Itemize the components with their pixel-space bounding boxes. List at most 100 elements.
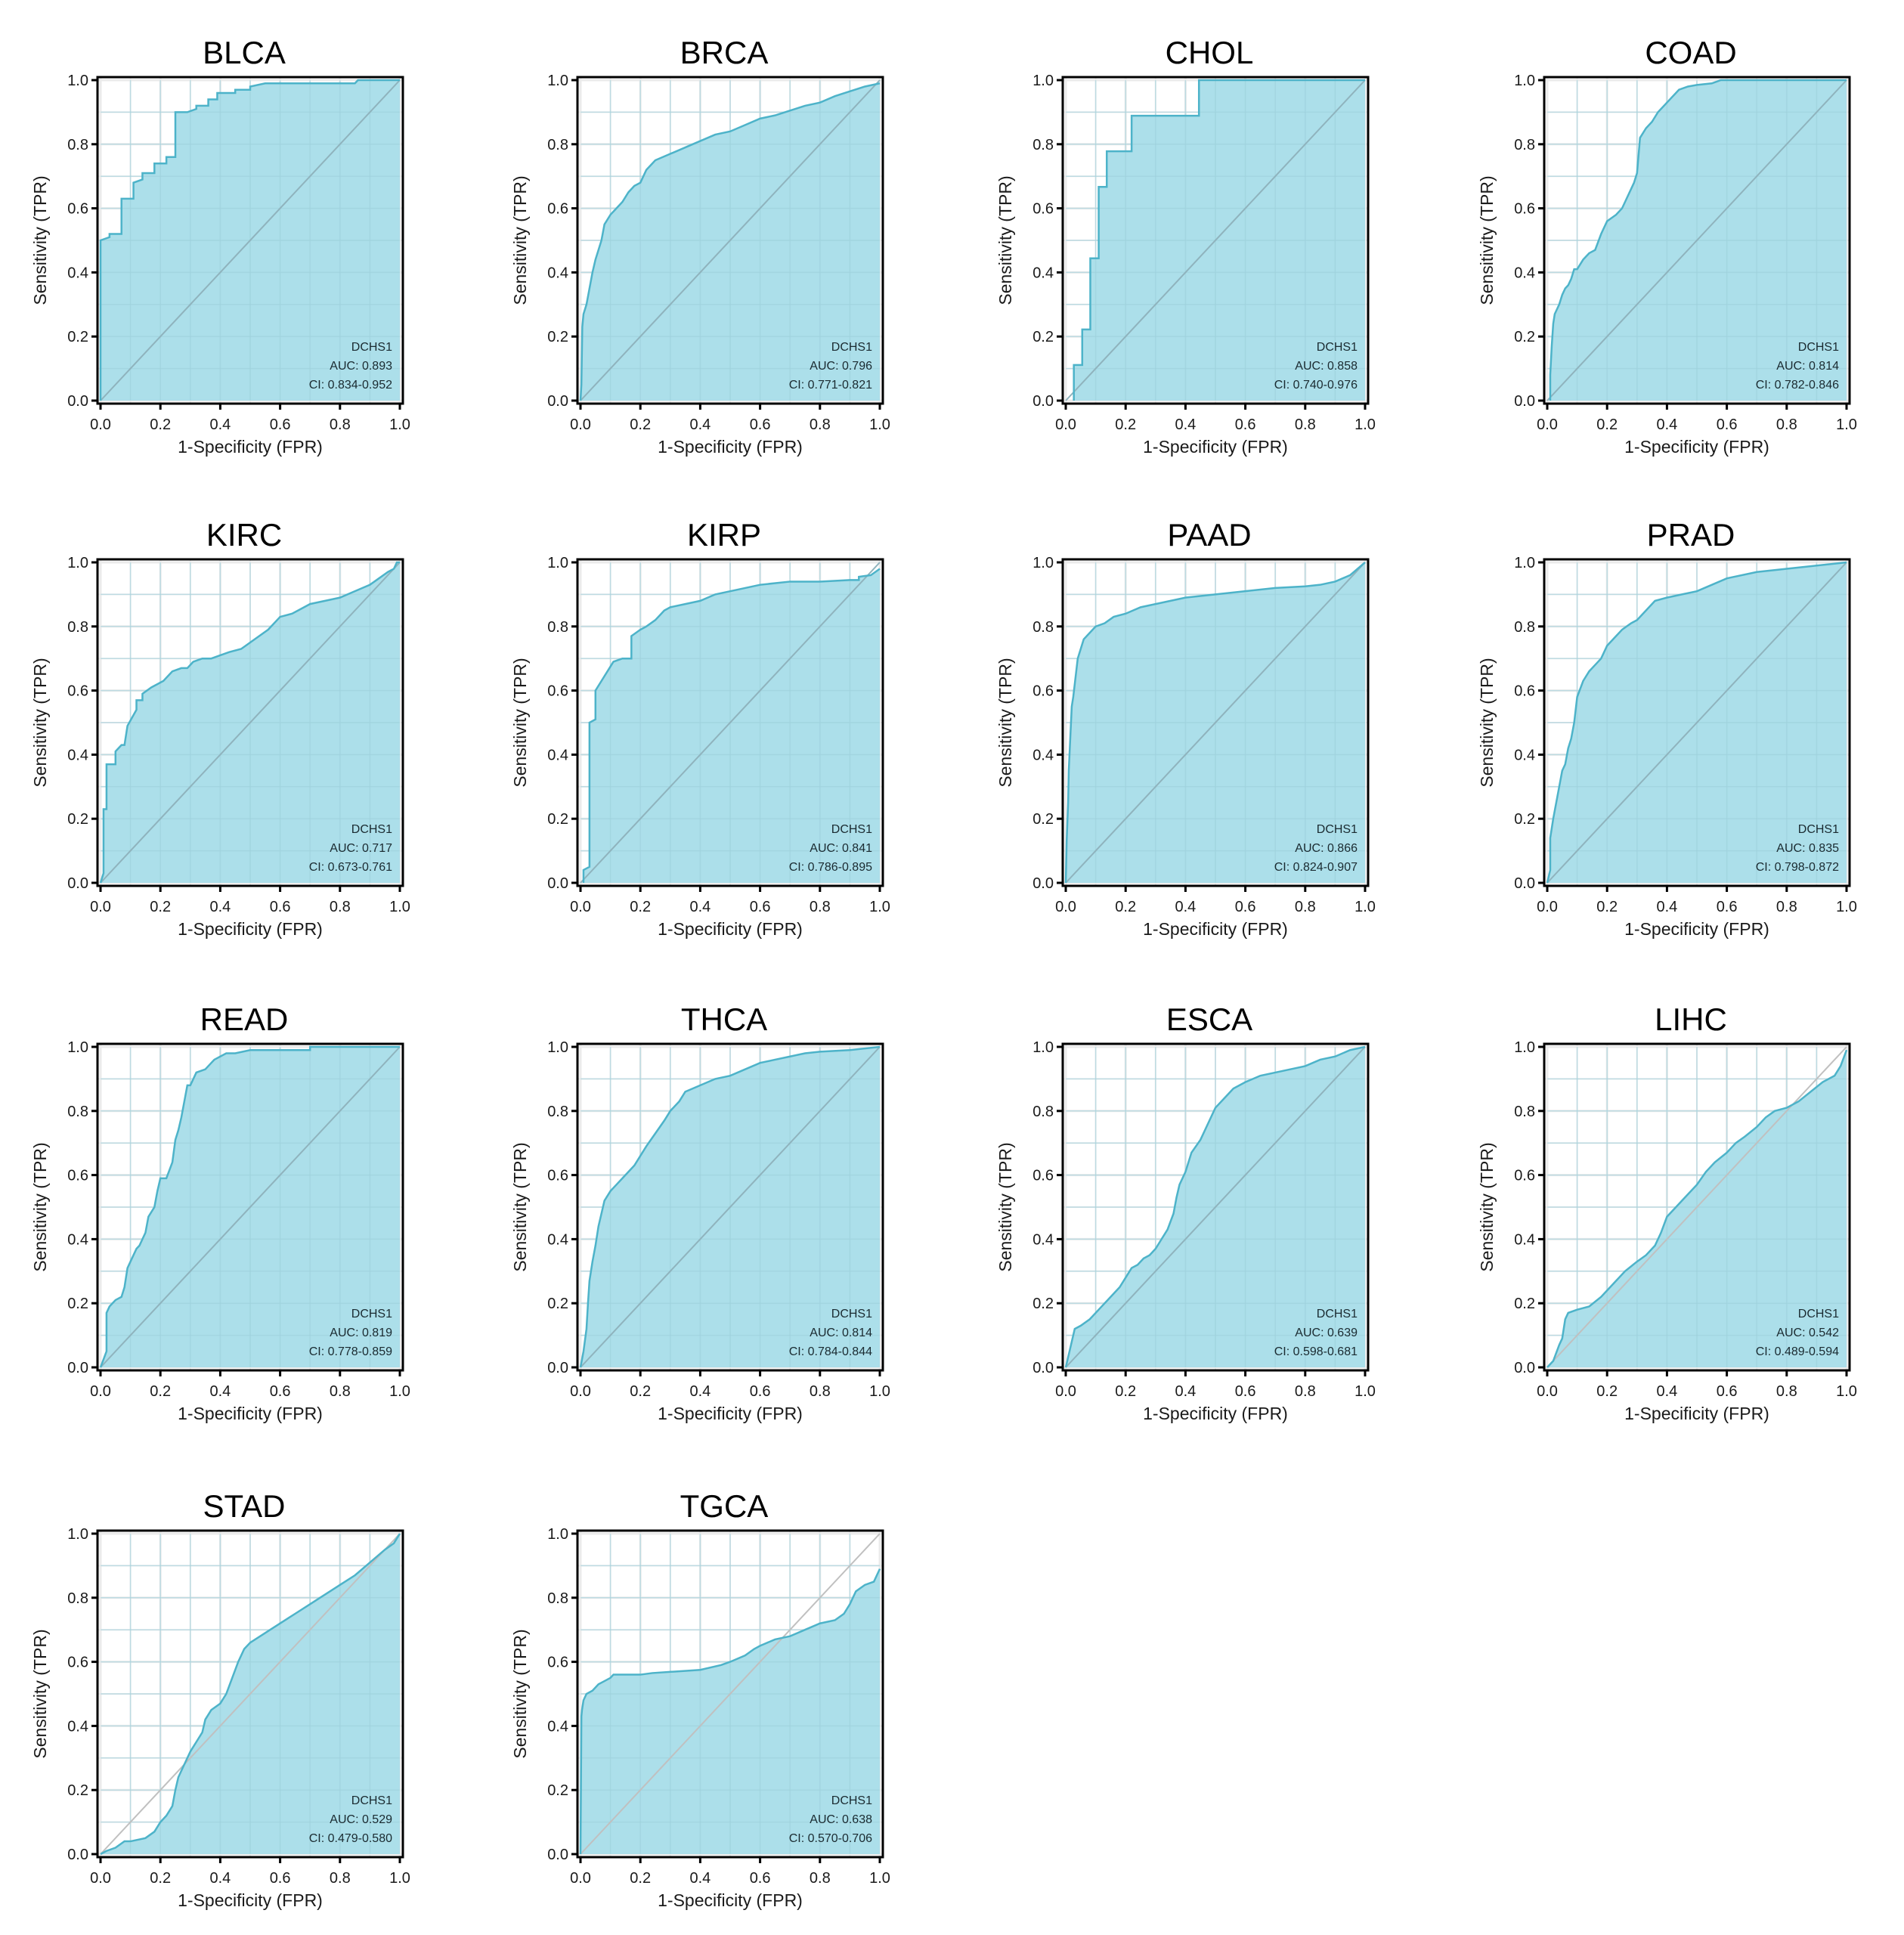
roc-curve — [1546, 1049, 1848, 1368]
y-tick-label: 1.0 — [1514, 73, 1535, 89]
y-tick-label: 0.6 — [547, 1655, 568, 1671]
legend-text: AUC: 0.796 — [810, 360, 872, 373]
legend-text: AUC: 0.841 — [810, 842, 872, 855]
roc-curve — [579, 1568, 881, 1855]
x-axis-label: 1-Specificity (FPR) — [178, 437, 323, 457]
y-tick-label: 0.0 — [1514, 1360, 1535, 1376]
diagonal-reference-line — [580, 562, 881, 884]
x-tick-label: 0.0 — [90, 1870, 111, 1887]
roc-panel-kirc: 0.00.0 0.2 0.2 0.4 0.4 0.6 0.6 0.8 0.8 1.0 1.0 1-Sp… — [30, 517, 410, 939]
y-axis-label: Sensitivity (TPR) — [995, 175, 1015, 305]
x-tick-label: 0.2 — [150, 1870, 171, 1887]
x-tick-label: 1.0 — [1354, 899, 1376, 915]
x-tick-label: 0.6 — [750, 1383, 771, 1400]
roc-panel-tgca: 0.00.0 0.2 0.2 0.4 0.4 0.6 0.6 0.8 0.8 1.0 1.0 1-Sp… — [510, 1488, 890, 1910]
plot-border — [576, 558, 884, 887]
x-tick-label: 0.6 — [750, 899, 771, 915]
y-tick-label: 1.0 — [1032, 1039, 1054, 1056]
y-tick-label: 0.2 — [1514, 329, 1535, 345]
y-tick-label: 0.4 — [67, 1231, 88, 1248]
x-axis-label: 1-Specificity (FPR) — [178, 919, 323, 939]
legend-text: AUC: 0.814 — [810, 1327, 872, 1339]
y-tick-label: 0.6 — [1032, 1168, 1054, 1184]
plot-border — [96, 76, 404, 405]
y-tick-label: 0.4 — [1032, 265, 1054, 281]
x-tick-label: 0.4 — [1656, 416, 1677, 433]
y-tick-label: 0.6 — [1032, 201, 1054, 218]
roc-curve — [99, 1045, 400, 1368]
x-tick-label: 0.0 — [570, 1383, 591, 1400]
x-tick-label: 0.0 — [1055, 1383, 1076, 1400]
legend-text: DCHS1 — [351, 1794, 392, 1807]
legend-text: AUC: 0.717 — [330, 842, 392, 855]
x-axis-label: 1-Specificity (FPR) — [658, 437, 803, 457]
y-tick-label: 0.2 — [67, 811, 88, 828]
x-tick-label: 0.4 — [1175, 416, 1196, 433]
y-tick-label: 1.0 — [1032, 73, 1054, 89]
x-tick-label: 0.0 — [1055, 899, 1076, 915]
y-tick-label: 0.8 — [1032, 1104, 1054, 1120]
y-tick-label: 0.6 — [1514, 201, 1535, 218]
y-tick-label: 1.0 — [547, 555, 568, 571]
legend-text: CI: 0.824-0.907 — [1274, 861, 1358, 874]
plot-border — [576, 1042, 884, 1372]
x-tick-label: 0.8 — [1776, 1383, 1797, 1400]
x-tick-label: 1.0 — [1836, 899, 1857, 915]
panel-title: COAD — [1645, 35, 1736, 70]
x-tick-label: 0.4 — [689, 1870, 711, 1887]
legend-text: DCHS1 — [1317, 1308, 1358, 1320]
y-tick-label: 0.8 — [1514, 137, 1535, 153]
panel-title: PRAD — [1647, 517, 1735, 553]
y-axis-label: Sensitivity (TPR) — [30, 1142, 50, 1271]
legend-text: AUC: 0.858 — [1295, 360, 1358, 373]
roc-panel-blca: 0.00.0 0.2 0.2 0.4 0.4 0.6 0.6 0.8 0.8 1.0 1.0 1-Sp… — [30, 35, 410, 457]
x-tick-label: 1.0 — [869, 899, 890, 915]
roc-curve — [1073, 79, 1365, 401]
legend-text: DCHS1 — [831, 1308, 872, 1320]
x-tick-label: 0.6 — [270, 899, 291, 915]
x-tick-label: 0.0 — [570, 1870, 591, 1887]
y-axis-label: Sensitivity (TPR) — [30, 658, 50, 787]
roc-curve — [1546, 561, 1847, 884]
roc-curve — [1064, 1045, 1366, 1368]
x-axis-label: 1-Specificity (FPR) — [178, 1404, 323, 1423]
x-tick-label: 0.8 — [330, 416, 351, 433]
x-tick-label: 0.0 — [90, 1383, 111, 1400]
x-tick-label: 0.2 — [1596, 1383, 1618, 1400]
y-tick-label: 0.0 — [67, 1847, 88, 1863]
legend-text: CI: 0.673-0.761 — [309, 861, 392, 874]
roc-panel-read: 0.00.0 0.2 0.2 0.4 0.4 0.6 0.6 0.8 0.8 1.0 1.0 1-Sp… — [30, 1002, 410, 1423]
y-tick-label: 0.2 — [1032, 329, 1054, 345]
roc-panel-paad: 0.00.0 0.2 0.2 0.4 0.4 0.6 0.6 0.8 0.8 1.0 1.0 1-Sp… — [995, 517, 1376, 939]
plot-border — [576, 1529, 884, 1859]
legend-text: DCHS1 — [831, 823, 872, 836]
y-tick-label: 1.0 — [547, 1039, 568, 1056]
y-tick-label: 0.0 — [67, 875, 88, 892]
panel-title: READ — [200, 1002, 289, 1037]
x-tick-label: 1.0 — [869, 1383, 890, 1400]
y-tick-label: 0.6 — [547, 201, 568, 218]
y-tick-label: 0.8 — [67, 619, 88, 636]
x-tick-label: 1.0 — [1836, 1383, 1857, 1400]
x-tick-label: 0.6 — [1235, 1383, 1256, 1400]
y-tick-label: 0.2 — [67, 329, 88, 345]
x-tick-label: 0.2 — [1596, 416, 1618, 433]
x-axis-label: 1-Specificity (FPR) — [1624, 437, 1769, 457]
y-tick-label: 1.0 — [1514, 555, 1535, 571]
x-axis-label: 1-Specificity (FPR) — [178, 1890, 323, 1910]
y-tick-label: 0.4 — [547, 1718, 568, 1735]
x-tick-label: 0.8 — [810, 416, 831, 433]
x-tick-label: 0.8 — [1295, 1383, 1316, 1400]
roc-curve — [582, 568, 881, 883]
y-tick-label: 0.4 — [547, 1231, 568, 1248]
legend-text: DCHS1 — [831, 1794, 872, 1807]
x-tick-label: 0.8 — [810, 1870, 831, 1887]
x-tick-label: 1.0 — [1354, 1383, 1376, 1400]
y-tick-label: 0.4 — [1514, 747, 1535, 763]
panel-title: KIRC — [206, 517, 282, 553]
x-tick-label: 0.8 — [1776, 899, 1797, 915]
y-tick-label: 0.0 — [1514, 875, 1535, 892]
y-tick-label: 0.2 — [1514, 811, 1535, 828]
legend-text: DCHS1 — [1798, 823, 1839, 836]
